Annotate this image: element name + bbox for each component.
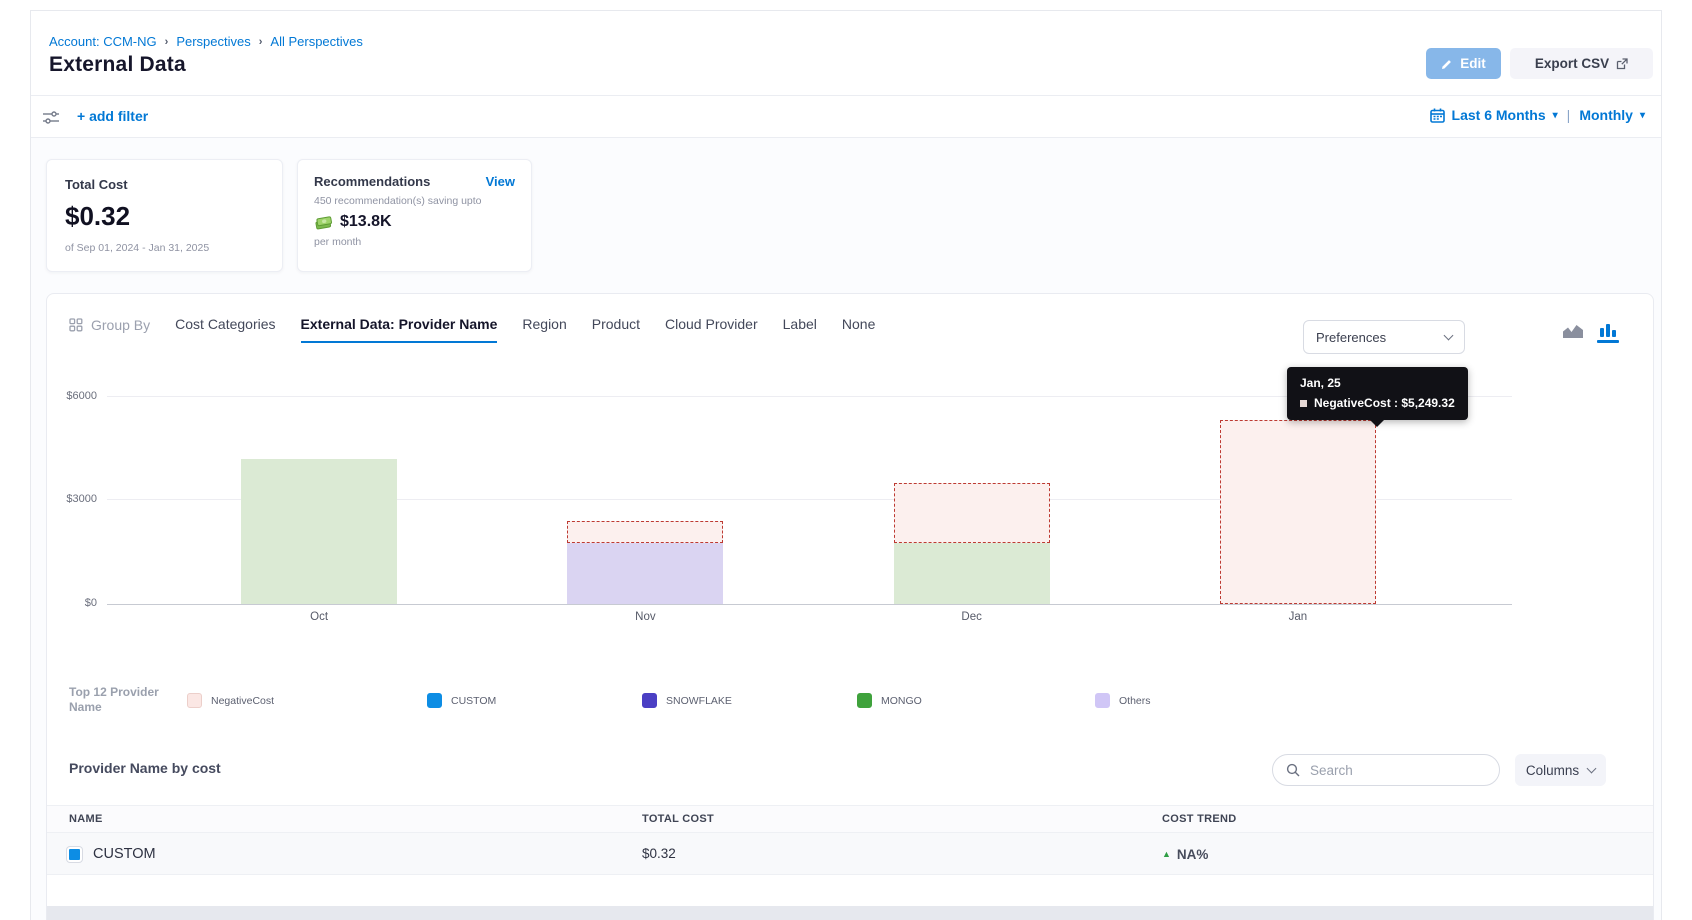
bar-nov-negativecost[interactable] — [567, 521, 723, 543]
legend-item-negativecost[interactable]: NegativeCost — [187, 693, 274, 708]
legend-swatch-icon — [857, 693, 872, 708]
recommendations-card: Recommendations View 450 recommendation(… — [297, 159, 532, 272]
col-header-name[interactable]: NAME — [69, 806, 103, 833]
x-label-oct: Oct — [279, 611, 359, 623]
granularity-dropdown[interactable]: Monthly — [1579, 107, 1633, 123]
x-label-jan: Jan — [1258, 611, 1338, 623]
add-filter-button[interactable]: + add filter — [77, 108, 148, 124]
calendar-icon — [1430, 108, 1445, 123]
table-title: Provider Name by cost — [69, 760, 221, 776]
bar-dec-negativecost[interactable] — [894, 483, 1050, 543]
legend-item-others[interactable]: Others — [1095, 693, 1151, 708]
columns-button-label: Columns — [1526, 763, 1579, 778]
breadcrumb-account[interactable]: Account: CCM-NG — [49, 34, 157, 49]
legend-item-snowflake[interactable]: SNOWFLAKE — [642, 693, 732, 708]
export-csv-label: Export CSV — [1535, 56, 1609, 71]
tooltip-value: NegativeCost : $5,249.32 — [1314, 396, 1455, 410]
filter-bar: + add filter Last 6 Months ▾ | Monthly ▾ — [31, 95, 1661, 138]
total-cost-period: of Sep 01, 2024 - Jan 31, 2025 — [65, 242, 264, 254]
chevron-down-icon — [1587, 763, 1597, 773]
breadcrumb-all-perspectives[interactable]: All Perspectives — [270, 34, 362, 49]
row-swatch — [67, 847, 82, 862]
recommendations-description: 450 recommendation(s) saving upto — [314, 195, 515, 207]
legend-item-custom[interactable]: CUSTOM — [427, 693, 496, 708]
legend-title-line2: Name — [69, 700, 159, 715]
recommendations-per-month: per month — [314, 236, 515, 248]
edit-button-label: Edit — [1460, 56, 1486, 71]
date-range-divider: | — [1567, 107, 1571, 123]
app-frame: Account: CCM-NG › Perspectives › All Per… — [30, 10, 1662, 920]
legend-label: SNOWFLAKE — [666, 695, 732, 707]
total-cost-value: $0.32 — [65, 201, 264, 232]
legend-swatch-icon — [187, 693, 202, 708]
legend-label: NegativeCost — [211, 695, 274, 707]
chevron-down-icon[interactable]: ▾ — [1553, 110, 1558, 121]
table-search — [1272, 754, 1500, 786]
legend-swatch-icon — [427, 693, 442, 708]
trend-up-icon — [1162, 850, 1171, 859]
breadcrumb-separator-icon: › — [259, 36, 263, 48]
bar-oct-mongo[interactable] — [241, 459, 397, 604]
date-range-controls: Last 6 Months ▾ | Monthly ▾ — [1430, 107, 1645, 123]
legend-label: MONGO — [881, 695, 922, 707]
bar-jan-negativecost[interactable] — [1220, 420, 1376, 604]
col-header-total-cost[interactable]: TOTAL COST — [642, 806, 714, 833]
money-icon — [314, 215, 333, 230]
search-icon — [1286, 763, 1300, 777]
external-link-icon — [1616, 58, 1628, 70]
page-title: External Data — [49, 53, 186, 77]
breadcrumb: Account: CCM-NG › Perspectives › All Per… — [49, 34, 363, 49]
recommendations-view-link[interactable]: View — [486, 174, 515, 189]
bar-dec-mongo[interactable] — [894, 543, 1050, 604]
total-cost-card: Total Cost $0.32 of Sep 01, 2024 - Jan 3… — [46, 159, 283, 272]
x-label-nov: Nov — [605, 611, 685, 623]
app-canvas: Account: CCM-NG › Perspectives › All Per… — [0, 0, 1692, 920]
recommendations-label: Recommendations — [314, 174, 430, 189]
tooltip-title: Jan, 25 — [1300, 376, 1455, 390]
legend-item-mongo[interactable]: MONGO — [857, 693, 922, 708]
edit-button[interactable]: Edit — [1426, 48, 1501, 79]
tooltip-series-marker — [1300, 400, 1307, 407]
export-csv-button[interactable]: Export CSV — [1510, 48, 1653, 79]
table-header-row: NAME TOTAL COST COST TREND — [47, 805, 1653, 833]
legend-label: CUSTOM — [451, 695, 496, 707]
legend-label: Others — [1119, 695, 1151, 707]
breadcrumb-perspectives[interactable]: Perspectives — [176, 34, 250, 49]
breadcrumb-separator-icon: › — [165, 36, 169, 48]
bar-nov-snowflake[interactable] — [567, 543, 723, 604]
pencil-icon — [1441, 58, 1453, 70]
table-row[interactable]: CUSTOM $0.32 NA% — [47, 833, 1653, 875]
table-scroll-strip[interactable] — [47, 906, 1653, 920]
x-label-dec: Dec — [932, 611, 1012, 623]
chart-tooltip: Jan, 25 NegativeCost : $5,249.32 — [1287, 367, 1468, 420]
page-header: Account: CCM-NG › Perspectives › All Per… — [31, 11, 1661, 95]
legend-title: Top 12 Provider Name — [69, 685, 159, 715]
columns-button[interactable]: Columns — [1515, 754, 1606, 786]
row-cost-trend: NA% — [1177, 847, 1209, 862]
date-range-dropdown[interactable]: Last 6 Months — [1452, 107, 1546, 123]
legend-swatch-icon — [1095, 693, 1110, 708]
filter-settings-icon[interactable] — [43, 110, 61, 130]
row-total-cost: $0.32 — [642, 833, 676, 875]
recommendations-amount: $13.8K — [340, 213, 392, 231]
legend-title-line1: Top 12 Provider — [69, 685, 159, 700]
perspective-panel: Group By Cost Categories External Data: … — [46, 293, 1654, 920]
search-input[interactable] — [1308, 762, 1489, 779]
row-provider-name: CUSTOM — [93, 846, 156, 862]
total-cost-label: Total Cost — [65, 177, 264, 192]
chevron-down-icon[interactable]: ▾ — [1640, 110, 1645, 121]
col-header-cost-trend[interactable]: COST TREND — [1162, 806, 1237, 833]
legend-swatch-icon — [642, 693, 657, 708]
content-area: Total Cost $0.32 of Sep 01, 2024 - Jan 3… — [31, 138, 1661, 920]
